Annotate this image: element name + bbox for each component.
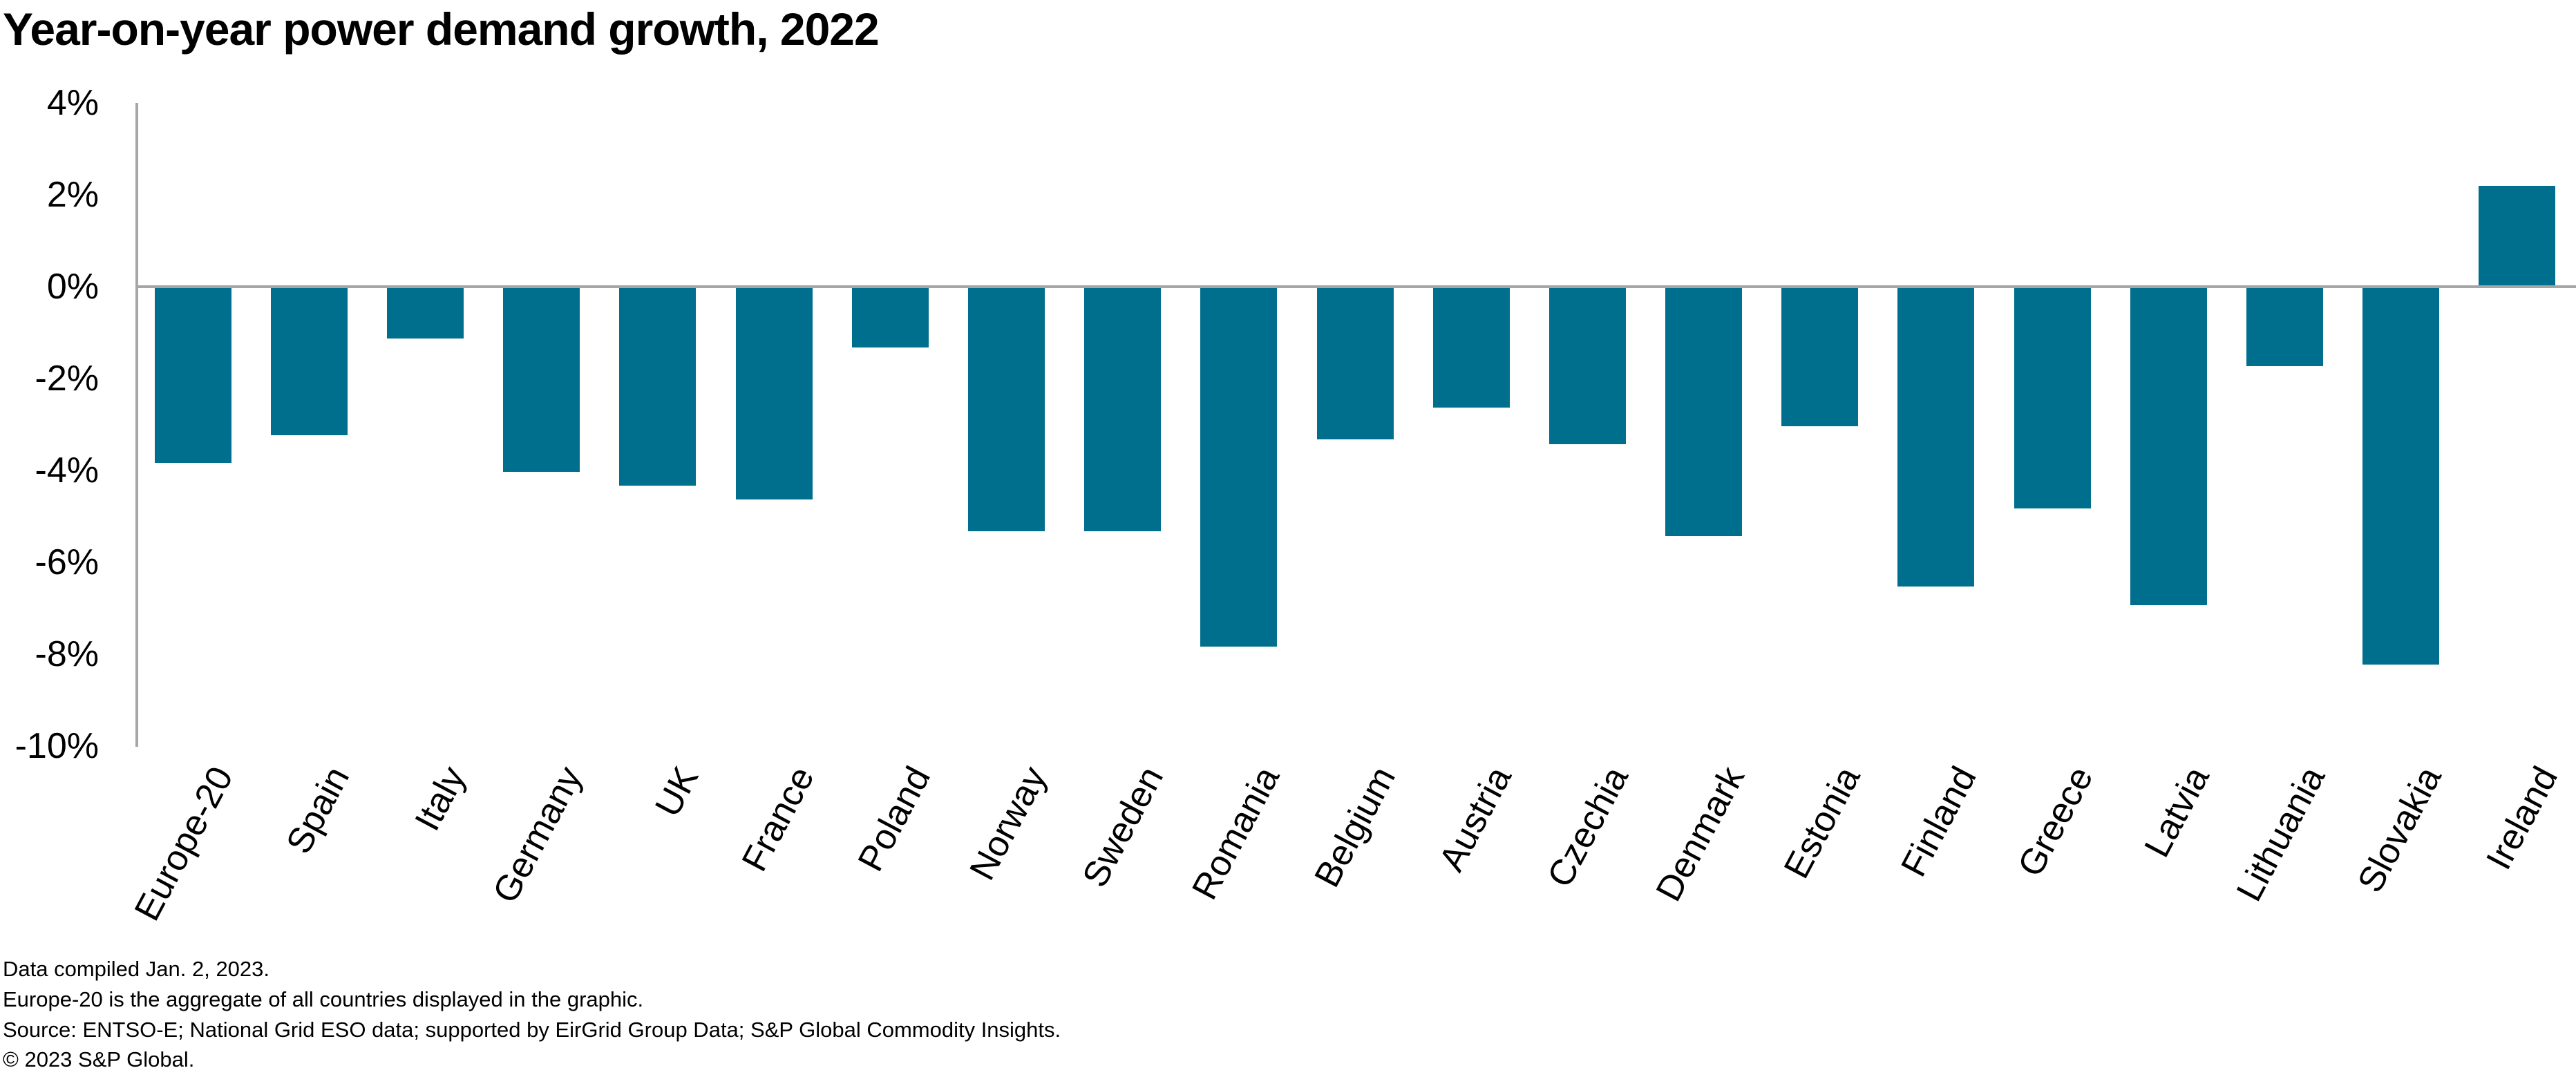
bar-slovakia — [2362, 288, 2440, 665]
x-axis-label-romania: Romania — [1184, 760, 1287, 906]
y-tick-label--4-: -4% — [35, 450, 99, 490]
x-axis-label-denmark: Denmark — [1648, 760, 1752, 908]
x-axis-label-france: France — [734, 760, 823, 878]
footnote-data-compiled: Data compiled Jan. 2, 2023. — [3, 957, 270, 981]
bar-europe-20 — [154, 288, 231, 463]
y-tick-label--6-: -6% — [35, 542, 99, 582]
bar-lithuania — [2246, 288, 2324, 367]
bar-uk — [619, 288, 697, 486]
x-axis-label-uk: UK — [647, 760, 706, 823]
x-axis-label-spain: Spain — [278, 760, 358, 861]
y-tick-label-2-: 2% — [46, 175, 99, 215]
bar-italy — [386, 288, 464, 339]
y-tick-label--8-: -8% — [35, 634, 99, 674]
bar-austria — [1432, 288, 1510, 408]
x-axis-label-belgium: Belgium — [1307, 760, 1404, 894]
x-axis-label-italy: Italy — [407, 760, 474, 837]
x-axis-label-finland: Finland — [1893, 760, 1985, 884]
zero-gridline — [135, 285, 2576, 288]
x-axis-label-latvia: Latvia — [2137, 760, 2217, 864]
footnote-europe-20-note: Europe-20 is the aggregate of all countr… — [3, 987, 644, 1011]
bar-belgium — [1316, 288, 1394, 440]
y-tick-label-0-: 0% — [46, 267, 99, 307]
x-axis-label-ireland: Ireland — [2479, 760, 2566, 877]
x-axis-label-slovakia: Slovakia — [2350, 760, 2450, 899]
x-axis-label-europe-20: Europe-20 — [126, 760, 242, 928]
x-axis-label-austria: Austria — [1432, 760, 1520, 878]
bar-denmark — [1665, 288, 1743, 537]
x-axis-label-lithuania: Lithuania — [2229, 760, 2333, 908]
bar-ireland — [2479, 185, 2556, 287]
y-tick-label--2-: -2% — [35, 359, 99, 399]
y-axis-line — [135, 103, 138, 747]
x-axis-label-poland: Poland — [851, 760, 939, 878]
x-axis-label-norway: Norway — [962, 760, 1055, 887]
x-axis-label-germany: Germany — [485, 760, 590, 910]
bar-france — [735, 288, 813, 499]
bar-romania — [1200, 288, 1278, 647]
page-title: Year-on-year power demand growth, 2022 — [3, 3, 880, 55]
bar-greece — [2014, 288, 2091, 509]
bar-norway — [967, 288, 1045, 532]
bar-sweden — [1084, 288, 1162, 532]
y-tick-label-4-: 4% — [46, 83, 99, 123]
footnote-source: Source: ENTSO-E; National Grid ESO data;… — [3, 1018, 1061, 1042]
bar-spain — [270, 288, 348, 435]
bar-germany — [503, 288, 580, 472]
bar-latvia — [2130, 288, 2207, 605]
bar-czechia — [1549, 288, 1626, 445]
x-axis-label-czechia: Czechia — [1540, 760, 1636, 894]
bar-poland — [851, 288, 929, 348]
bar-finland — [1897, 288, 1975, 587]
x-axis-label-greece: Greece — [2009, 760, 2101, 884]
x-axis-label-estonia: Estonia — [1777, 760, 1868, 885]
footnote-copyright: © 2023 S&P Global. — [3, 1047, 195, 1071]
x-axis-label-sweden: Sweden — [1074, 760, 1171, 894]
y-tick-label--10-: -10% — [15, 726, 99, 766]
bar-estonia — [1781, 288, 1859, 426]
